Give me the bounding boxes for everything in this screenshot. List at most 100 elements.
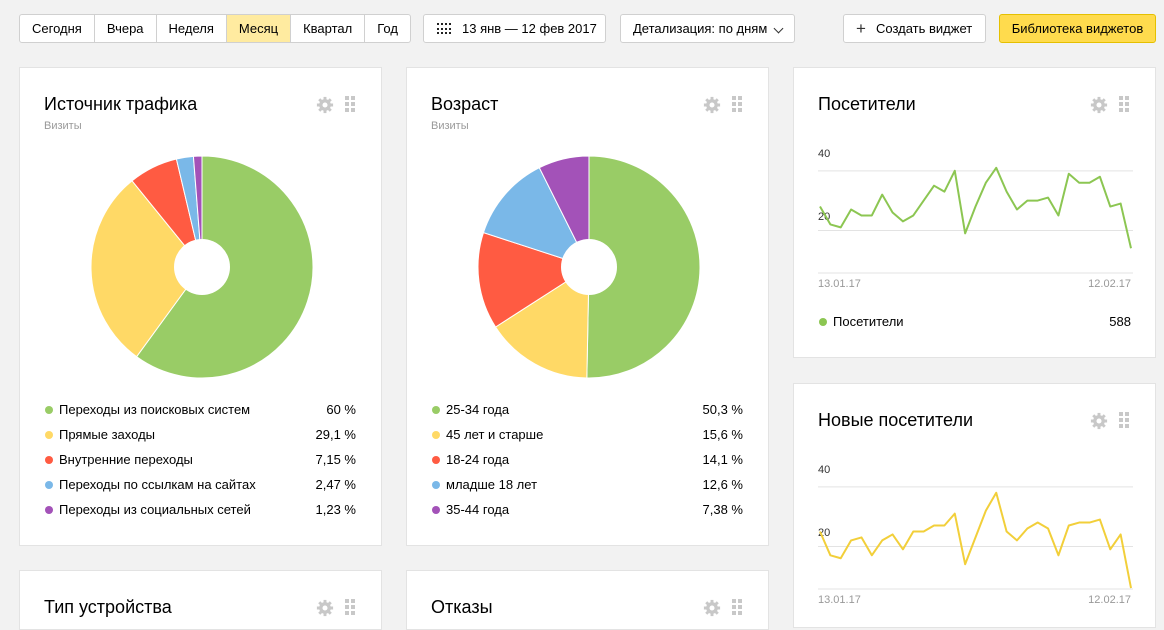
legend-dot [45,406,53,414]
legend-item: Прямые заходы 29,1 % [44,427,356,452]
legend-dot [432,406,440,414]
legend-label: 25-34 года [446,402,510,417]
legend-label: Переходы из социальных сетей [59,502,251,517]
detail-label: Детализация: по дням [633,21,768,36]
legend-dot [45,431,53,439]
x-end-date: 12.02.17 [1088,278,1131,290]
legend-label: Внутренние переходы [59,452,193,467]
x-start-date: 13.01.17 [818,594,861,606]
drag-handle-icon[interactable] [732,96,742,112]
pie-slice[interactable] [538,155,590,268]
legend-label: Переходы из поисковых систем [59,402,251,417]
date-range-button[interactable]: 13 янв — 12 фев 2017 [423,14,606,43]
detail-dropdown[interactable]: Детализация: по дням [620,14,795,43]
legend-dot [432,481,440,489]
traffic-pie-chart [90,155,314,379]
widget-subtitle: Визиты [431,120,469,132]
widget-title: Возраст [431,94,499,114]
widget-title: Тип устройства [44,597,172,617]
age-legend: 25-34 года 50,3 % 45 лет и старше 15,6 %… [431,402,743,527]
legend-label: 18-24 года [446,452,510,467]
date-range-label: 13 янв — 12 фев 2017 [462,21,597,36]
period-month-button[interactable]: Месяц [226,15,292,42]
widget-title: Новые посетители [818,410,974,430]
drag-handle-icon[interactable] [732,599,742,615]
legend-item: Переходы из социальных сетей 1,23 % [44,502,356,527]
toolbar: Сегодня Вчера Неделя Месяц Квартал Год 1… [0,0,1164,56]
bounces-widget: Отказы [406,570,769,630]
legend-value: 15,6 % [702,427,743,442]
legend-item: Внутренние переходы 7,15 % [44,452,356,477]
legend-value: 29,1 % [315,427,356,442]
legend-label: младше 18 лет [446,477,538,492]
period-today-button[interactable]: Сегодня [20,15,95,42]
legend-value: 12,6 % [702,477,743,492]
legend-label: 45 лет и старше [446,427,544,442]
drag-handle-icon[interactable] [1119,412,1129,428]
widget-subtitle: Визиты [44,120,82,132]
new-visitors-widget: Новые посетители 40 20 13.01.17 12.02.17 [793,383,1156,628]
legend-dot [432,456,440,464]
drag-handle-icon[interactable] [345,96,355,112]
pie-slice[interactable] [90,180,203,358]
legend-item: 25-34 года 50,3 % [431,402,743,427]
age-pie-chart [477,155,701,379]
legend-value: 2,47 % [315,477,356,492]
calendar-icon [437,23,451,35]
period-quarter-button[interactable]: Квартал [291,15,366,42]
period-week-button[interactable]: Неделя [157,15,227,42]
widget-title: Источник трафика [44,94,198,114]
widget-library-button[interactable]: Библиотека виджетов [999,14,1156,43]
age-widget: Возраст Визиты 25-34 года 50,3 % 45 лет … [406,67,769,546]
create-widget-label: Создать виджет [876,21,973,36]
pie-center-hole [174,239,230,295]
pie-slice[interactable] [586,155,701,379]
pie-center-hole [561,239,617,295]
gear-icon[interactable] [703,599,721,617]
legend-value: 50,3 % [702,402,743,417]
legend-value: 1,23 % [315,502,356,517]
legend-item: Переходы по ссылкам на сайтах 2,47 % [44,477,356,502]
widget-title: Посетители [818,94,916,114]
create-widget-button[interactable]: + Создать виджет [843,14,986,43]
widget-title: Отказы [431,597,493,617]
legend-value: 7,38 % [702,502,743,517]
legend-value: 14,1 % [702,452,743,467]
series-total: 588 [1109,314,1131,329]
visitors-widget: Посетители 40 20 13.01.17 12.02.17 Посет… [793,67,1156,358]
legend-label: Прямые заходы [59,427,156,442]
legend-item: младше 18 лет 12,6 % [431,477,743,502]
gear-icon[interactable] [1090,412,1108,430]
legend-label: 35-44 года [446,502,510,517]
gear-icon[interactable] [316,96,334,114]
pie-slice[interactable] [477,231,591,328]
y-tick-label: 40 [818,464,831,476]
chevron-down-icon [773,23,784,34]
pie-slice[interactable] [482,167,590,268]
new-visitors-line-chart [818,486,1133,590]
traffic-legend: Переходы из поисковых систем 60 % Прямые… [44,402,356,527]
series-line[interactable] [819,166,1132,249]
legend-item: 45 лет и старше 15,6 % [431,427,743,452]
legend-item: 18-24 года 14,1 % [431,452,743,477]
device-type-widget: Тип устройства [19,570,382,630]
series-line[interactable] [819,491,1132,589]
gear-icon[interactable] [703,96,721,114]
visitors-line-chart [818,166,1133,274]
traffic-source-widget: Источник трафика Визиты Переходы из поис… [19,67,382,546]
legend-dot [432,431,440,439]
period-yesterday-button[interactable]: Вчера [95,15,157,42]
drag-handle-icon[interactable] [345,599,355,615]
pie-slice[interactable] [494,266,590,379]
period-year-button[interactable]: Год [377,21,398,36]
gear-icon[interactable] [316,599,334,617]
legend-dot [45,456,53,464]
legend-dot [432,506,440,514]
gear-icon[interactable] [1090,96,1108,114]
legend-item: Переходы из поисковых систем 60 % [44,402,356,427]
legend-dot [45,481,53,489]
legend-label: Переходы по ссылкам на сайтах [59,477,256,492]
period-selector: Сегодня Вчера Неделя Месяц Квартал Год [19,14,411,43]
legend-value: 7,15 % [315,452,356,467]
drag-handle-icon[interactable] [1119,96,1129,112]
